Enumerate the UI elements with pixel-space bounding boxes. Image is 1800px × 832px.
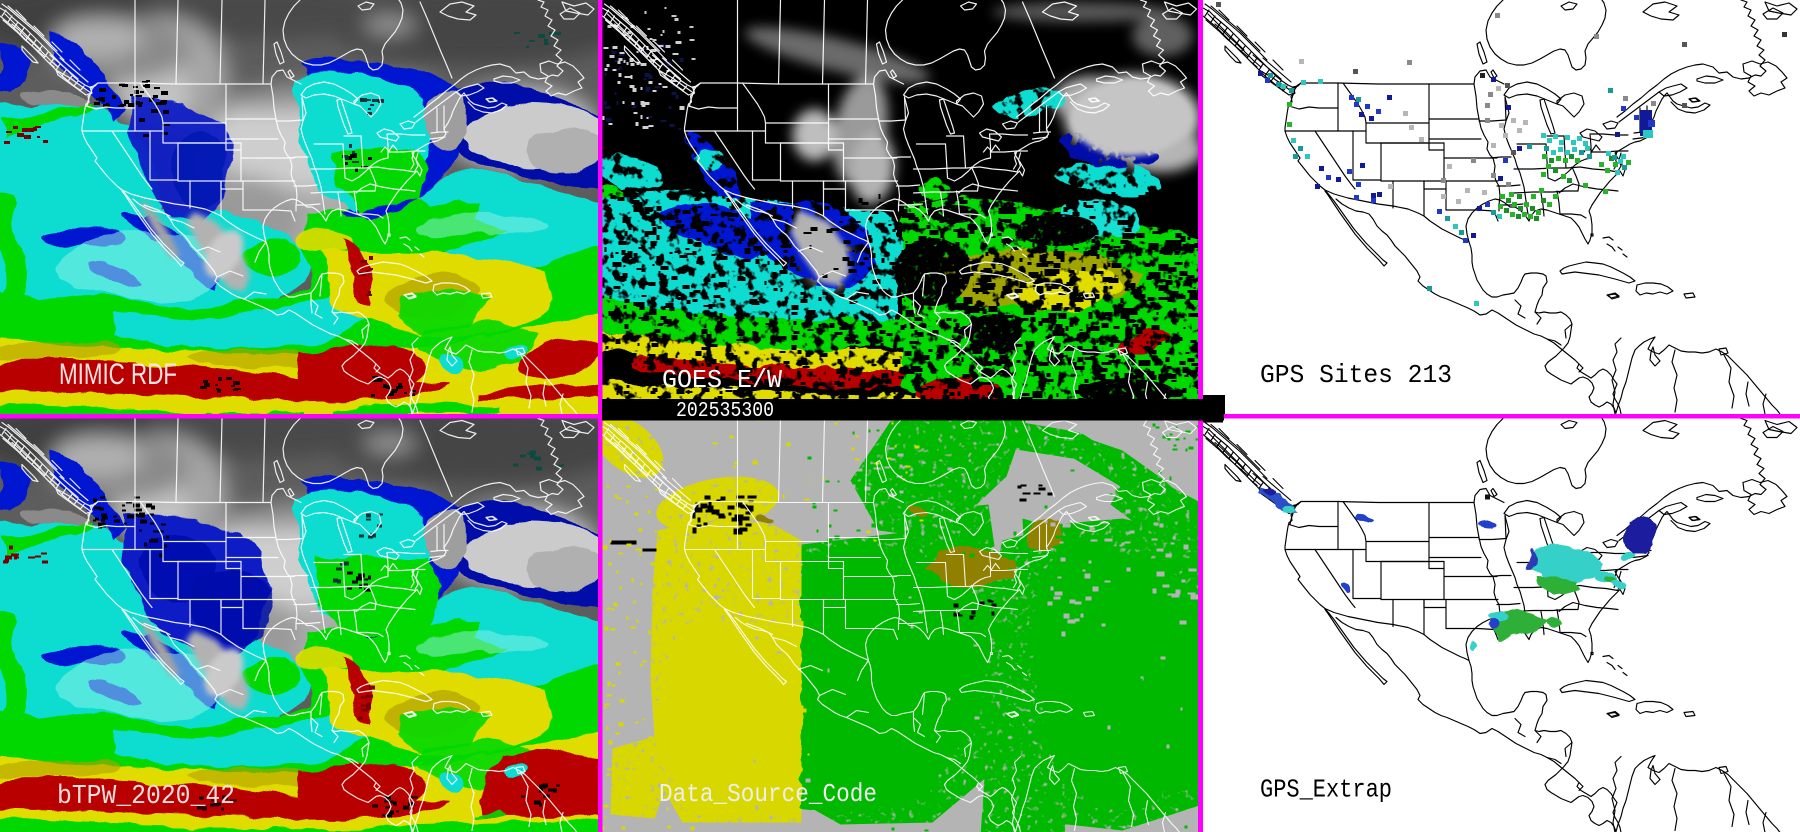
svg-text:bTPW_2020_42: bTPW_2020_42: [57, 782, 235, 812]
svg-text:Data_Source_Code: Data_Source_Code: [659, 779, 877, 809]
svg-text:GPS Sites 213: GPS Sites 213: [1260, 360, 1452, 390]
svg-text:GPS_Extrap: GPS_Extrap: [1260, 775, 1392, 805]
svg-text:202535300: 202535300: [676, 400, 774, 423]
svg-text:MIMIC RDF: MIMIC RDF: [59, 358, 177, 391]
svg-text:GOES_E/W: GOES_E/W: [662, 365, 782, 395]
